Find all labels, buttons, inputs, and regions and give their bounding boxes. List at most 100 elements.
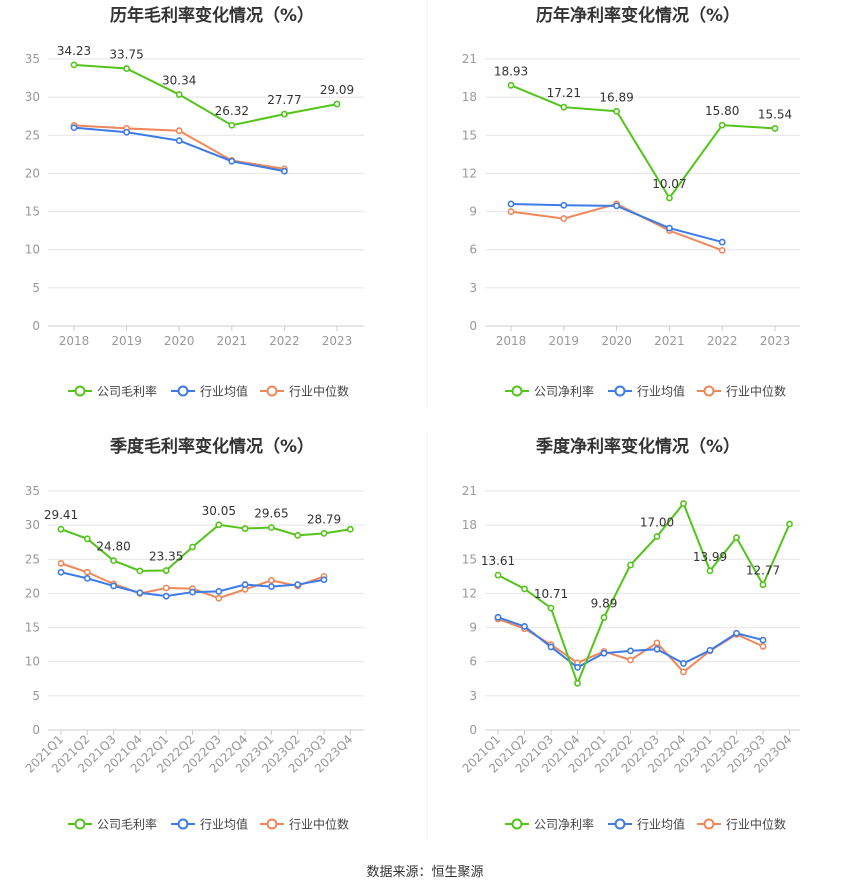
legend-item-industry_median: 行业中位数 <box>260 817 349 832</box>
data-point-company <box>57 525 65 533</box>
data-point-industry_avg <box>613 202 620 210</box>
data-point-industry_avg <box>680 660 687 667</box>
data-point-industry_median <box>507 208 515 215</box>
data-point-industry_avg <box>600 649 608 657</box>
y-tick-label: 9 <box>469 205 477 219</box>
legend-label: 行业中位数 <box>726 384 786 399</box>
x-tick-label: 2019 <box>549 334 580 348</box>
chart-panel-3: 季度毛利率变化情况（%）051015202530352021Q12021Q220… <box>23 436 364 832</box>
data-point-industry_avg <box>733 629 740 637</box>
legend-swatch-marker <box>266 385 278 397</box>
data-point-company <box>560 103 568 111</box>
data-point-company <box>680 500 687 507</box>
data-point-industry_avg <box>560 201 568 209</box>
data-point-industry_avg <box>547 643 555 651</box>
data-point-company <box>280 110 288 118</box>
chart-panel-1: 历年毛利率变化情况（%） 0 5 10 15 20 25 30 35 2018 2019 2020 20… <box>25 5 364 399</box>
legend-label: 公司毛利率 <box>97 817 157 832</box>
data-point-company <box>547 604 555 612</box>
y-tick-label: 9 <box>469 621 477 635</box>
data-point-industry_avg <box>162 592 170 600</box>
data-label: 17.00 <box>640 516 674 530</box>
y-tick-label: 21 <box>462 484 477 498</box>
x-tick-label: 2020 <box>164 334 195 348</box>
y-tick-label: 35 <box>25 484 40 498</box>
data-point-company <box>786 520 793 528</box>
data-point-company <box>189 543 196 551</box>
data-point-industry_avg <box>521 623 528 630</box>
data-label: 18.93 <box>494 64 528 78</box>
y-tick-label: 35 <box>25 52 40 66</box>
data-point-industry_median <box>83 568 91 576</box>
data-point-industry_avg <box>189 588 196 596</box>
y-tick-label: 30 <box>25 90 40 104</box>
data-label: 33.75 <box>109 48 143 62</box>
data-point-company <box>627 561 634 569</box>
legend-label: 行业中位数 <box>289 384 349 399</box>
data-point-company <box>228 121 236 129</box>
data-label: 34.23 <box>57 44 91 58</box>
data-label: 12.77 <box>746 564 780 578</box>
data-point-company <box>733 534 740 542</box>
data-point-industry_median <box>215 594 223 602</box>
data-point-industry_median <box>560 215 568 222</box>
legend-item-company: 公司净利率 <box>505 817 594 832</box>
legend-swatch-marker <box>74 385 86 397</box>
data-point-company <box>600 614 608 621</box>
legend-item-company: 公司毛利率 <box>68 817 157 832</box>
data-label: 13.99 <box>693 550 727 564</box>
y-tick-label: 15 <box>25 621 40 635</box>
series-line-industry_avg <box>510 202 723 244</box>
data-point-industry_avg <box>494 613 502 621</box>
legend-swatch-marker <box>614 818 626 830</box>
data-label: 27.77 <box>267 93 301 107</box>
x-tick-label: 2020 <box>601 334 632 348</box>
data-point-company <box>718 121 726 129</box>
data-label: 26.32 <box>215 104 249 118</box>
data-point-industry_avg <box>706 646 714 654</box>
data-point-industry_avg <box>653 645 661 653</box>
data-point-company <box>507 81 515 89</box>
legend-item-company: 公司净利率 <box>505 384 594 399</box>
data-point-industry_median <box>653 639 661 647</box>
legend-swatch-marker <box>703 385 715 397</box>
x-tick-label: 2023 <box>760 334 791 348</box>
data-point-company <box>110 557 117 565</box>
data-point-industry_median <box>267 577 275 584</box>
data-point-company <box>521 585 528 593</box>
y-tick-label: 5 <box>32 281 40 295</box>
data-point-company <box>267 524 275 531</box>
data-point-industry_median <box>162 584 170 592</box>
legend-swatch-marker <box>266 818 278 830</box>
y-tick-label: 15 <box>25 205 40 219</box>
y-tick-label: 18 <box>462 90 477 104</box>
data-point-industry_avg <box>123 128 130 136</box>
chart-title: 季度净利率变化情况（%） <box>536 436 740 457</box>
chart-title: 历年毛利率变化情况（%） <box>110 5 314 26</box>
legend-label: 公司净利率 <box>534 817 594 832</box>
y-tick-label: 15 <box>462 128 477 142</box>
legend-item-industry_avg: 行业均值 <box>608 384 685 399</box>
y-tick-label: 18 <box>462 518 477 532</box>
series-line-company <box>60 523 351 572</box>
data-point-industry_avg <box>718 238 726 246</box>
y-tick-label: 3 <box>469 689 477 703</box>
series-line-company <box>497 501 791 687</box>
data-point-industry_avg <box>574 664 581 671</box>
legend-label: 行业中位数 <box>289 817 349 832</box>
series-line-industry_median <box>497 618 764 674</box>
data-point-industry_median <box>175 127 183 135</box>
data-point-industry_avg <box>759 636 767 644</box>
data-point-company <box>574 679 581 687</box>
y-tick-label: 0 <box>32 723 40 737</box>
legend-swatch-marker <box>703 818 715 830</box>
data-source-note: 数据来源：恒生聚源 <box>366 865 484 880</box>
x-tick-label: 2021 <box>654 334 685 348</box>
legend-item-industry_avg: 行业均值 <box>171 817 248 832</box>
data-point-industry_avg <box>215 587 223 595</box>
data-point-company <box>666 194 673 202</box>
x-tick-label: 2022 <box>269 334 300 348</box>
data-label: 29.09 <box>320 83 354 97</box>
data-point-company <box>613 107 620 115</box>
data-point-industry_median <box>718 246 726 254</box>
